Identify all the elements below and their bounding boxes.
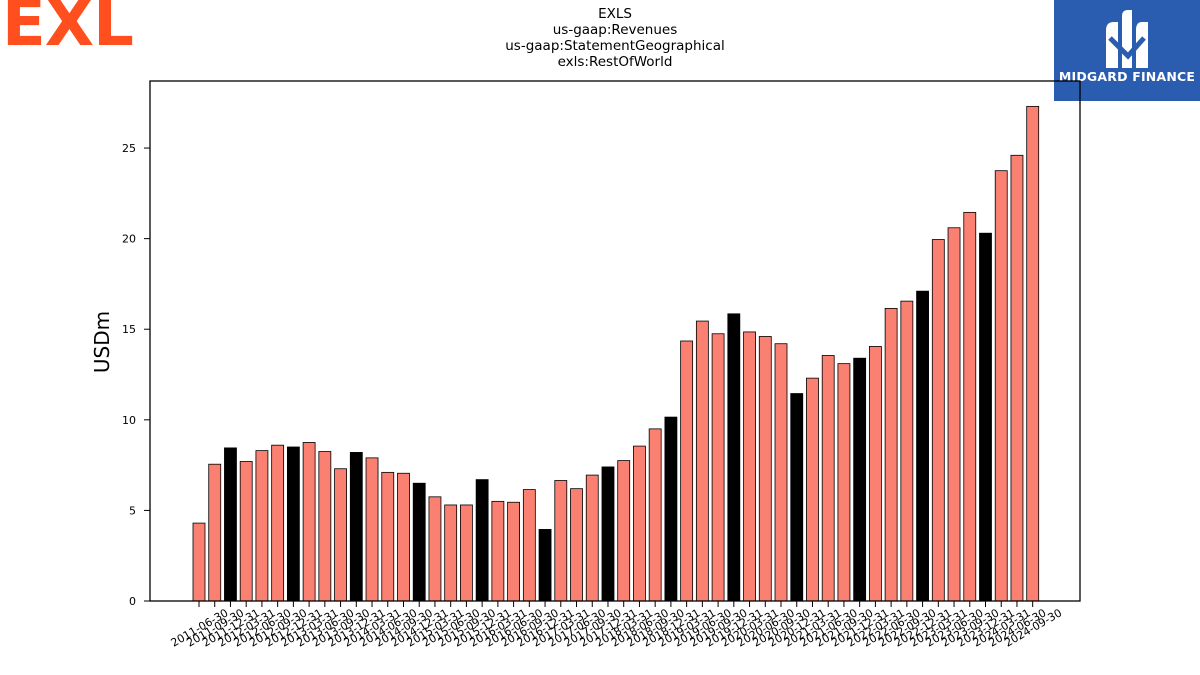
bar-2014-06-30	[381, 471, 395, 602]
bar-2011-12-31	[224, 447, 237, 602]
bar-2015-12-31	[475, 479, 489, 602]
chart-title-line-concept: us-gaap:Revenues	[552, 22, 678, 38]
bar-2012-09-30	[271, 444, 285, 602]
bar-2020-09-30	[774, 343, 788, 602]
bar-2024-06-30	[1010, 154, 1024, 602]
bar-2014-03-31	[365, 457, 379, 602]
bar-2018-03-31	[617, 460, 631, 602]
bar-2016-03-31	[491, 500, 505, 602]
bar-2011-09-30	[208, 463, 222, 602]
bar-2016-06-30	[507, 501, 521, 602]
bar-2015-06-30	[444, 504, 458, 602]
bar-2012-03-31	[239, 461, 253, 602]
chart-title-line-ticker: EXLS	[598, 6, 632, 22]
bar-2020-06-30	[758, 336, 772, 602]
bar-2017-03-31	[554, 480, 568, 602]
x-axis: 2011-06-302011-09-302011-12-312012-03-31…	[169, 601, 1064, 650]
bar-2017-09-30	[585, 474, 599, 602]
y-tick-label: 20	[122, 233, 136, 246]
bar-2016-09-30	[522, 489, 536, 602]
bar-2021-09-30	[837, 363, 851, 602]
bar-2016-12-31	[538, 529, 552, 602]
bar-2017-06-30	[570, 488, 583, 602]
bar-2023-06-30	[947, 227, 961, 602]
bar-2013-09-30	[334, 468, 347, 602]
y-axis-label: USDm	[90, 311, 114, 373]
bar-2022-12-31	[916, 290, 929, 602]
bar-2022-06-30	[884, 307, 898, 602]
partner-name: MIDGARD FINANCE	[1058, 69, 1196, 84]
bar-2019-12-31	[727, 313, 741, 602]
bar-2014-12-31	[412, 482, 426, 602]
y-tick-label: 0	[129, 595, 136, 608]
bar-2021-03-31	[806, 377, 819, 602]
bar-2020-03-31	[743, 331, 756, 602]
bar-2013-06-30	[318, 451, 332, 602]
plot-frame	[149, 80, 1081, 602]
chart-title-line-member: exls:RestOfWorld	[557, 54, 673, 70]
bar-2023-09-30	[963, 211, 977, 602]
midgard-finance-logo: MIDGARD FINANCE	[1054, 0, 1200, 101]
y-axis: 0 5 10 15 20 25	[122, 142, 150, 608]
chart-title-line-axis: us-gaap:StatementGeographical	[505, 38, 725, 54]
bar-2014-09-30	[397, 472, 410, 602]
y-tick-label: 10	[122, 414, 136, 427]
exl-logo: EXL	[2, 0, 134, 61]
bar-2011-06-30	[192, 522, 206, 602]
bar-2023-03-31	[931, 239, 945, 602]
bar-2015-09-30	[460, 504, 473, 602]
bar-2019-09-30	[711, 333, 725, 602]
chart-title: EXLS us-gaap:Revenues us-gaap:StatementG…	[415, 6, 815, 70]
bar-2017-12-31	[601, 466, 615, 602]
bar-2021-12-31	[853, 357, 867, 602]
bar-2013-03-31	[302, 442, 316, 602]
bar-2022-03-31	[868, 346, 882, 602]
bar-2018-12-31	[664, 416, 678, 602]
bar-2015-03-31	[428, 496, 442, 602]
y-tick-label: 15	[122, 323, 136, 336]
bar-2020-12-31	[790, 393, 804, 602]
bar-2012-06-30	[255, 450, 269, 602]
bar-2024-09-30	[1026, 105, 1040, 602]
bar-2021-06-30	[821, 355, 835, 602]
bar-2013-12-31	[349, 452, 363, 602]
bar-2018-06-30	[633, 445, 646, 602]
bar-2022-09-30	[900, 300, 914, 602]
bar-2019-06-30	[695, 320, 709, 602]
midgard-m-icon	[1106, 10, 1148, 68]
bar-series	[192, 105, 1040, 602]
bar-2012-12-31	[286, 446, 300, 602]
bar-2024-03-31	[994, 170, 1008, 602]
y-tick-label: 5	[129, 504, 136, 517]
bar-2019-03-31	[680, 340, 694, 602]
bar-2023-12-31	[979, 232, 992, 602]
bar-2018-09-30	[648, 428, 662, 602]
y-tick-label: 25	[122, 142, 136, 155]
